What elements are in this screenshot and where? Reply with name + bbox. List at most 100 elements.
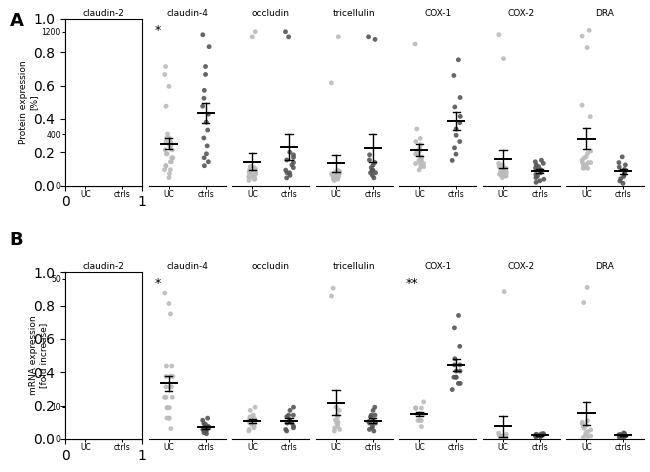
Point	[413, 157, 424, 164]
Point	[245, 170, 255, 178]
Point	[619, 431, 630, 439]
Point	[249, 164, 259, 171]
Point	[116, 179, 127, 187]
Point	[578, 299, 589, 306]
Point	[83, 432, 93, 439]
Point	[495, 169, 506, 177]
Point	[162, 130, 173, 138]
Point	[114, 433, 125, 440]
Point	[617, 433, 627, 441]
Point	[326, 292, 337, 300]
Point	[579, 425, 590, 432]
Point	[249, 171, 259, 179]
Point	[289, 404, 299, 411]
Point	[619, 168, 630, 176]
Point	[365, 169, 376, 177]
Point	[419, 160, 429, 168]
Point	[328, 284, 338, 292]
Point	[581, 421, 592, 429]
Point	[365, 151, 375, 159]
Point	[77, 177, 87, 184]
Point	[413, 411, 424, 418]
Point	[367, 422, 378, 430]
Point	[368, 167, 378, 174]
Point	[578, 162, 589, 170]
Point	[245, 174, 255, 182]
Point	[79, 291, 89, 298]
Point	[78, 410, 88, 417]
Point	[162, 134, 172, 142]
Point	[245, 413, 255, 421]
Point	[497, 433, 508, 441]
Point	[166, 383, 177, 391]
Point	[616, 430, 626, 438]
Point	[77, 169, 88, 177]
Point	[162, 404, 172, 412]
Point	[246, 167, 257, 174]
Point	[162, 414, 172, 422]
Point	[619, 430, 630, 437]
Point	[117, 175, 127, 182]
Point	[244, 169, 254, 177]
Point	[578, 434, 588, 441]
Point	[117, 433, 127, 440]
Point	[202, 425, 213, 432]
Point	[199, 86, 209, 94]
Point	[614, 159, 624, 166]
Point	[538, 430, 549, 438]
Point	[202, 414, 213, 422]
Point	[578, 161, 589, 169]
Point	[582, 433, 593, 440]
Point	[199, 429, 209, 437]
Point	[199, 134, 209, 142]
Point	[204, 43, 214, 51]
Point	[333, 418, 343, 425]
Point	[250, 28, 261, 35]
Point	[451, 151, 462, 158]
Point	[619, 166, 630, 173]
Point	[118, 181, 128, 189]
Point	[326, 79, 337, 87]
Title: claudin-2: claudin-2	[83, 9, 125, 18]
Point	[499, 434, 510, 441]
Point	[77, 419, 87, 427]
Point	[289, 153, 299, 161]
Point	[245, 162, 255, 170]
Point	[198, 102, 208, 110]
Point	[164, 383, 175, 391]
Point	[329, 427, 339, 435]
Point	[198, 31, 208, 39]
Point	[415, 163, 426, 170]
Y-axis label: Protein expression
[%]: Protein expression [%]	[20, 60, 39, 144]
Point	[245, 406, 255, 414]
Point	[75, 143, 86, 151]
Point	[281, 427, 292, 435]
Point	[77, 178, 88, 185]
Point	[536, 166, 546, 174]
Point	[246, 421, 257, 429]
Point	[413, 151, 423, 158]
Point	[536, 168, 547, 175]
Point	[582, 284, 592, 291]
Point	[287, 419, 297, 427]
Point	[332, 171, 343, 179]
Point	[77, 422, 87, 430]
Point	[161, 362, 172, 370]
Point	[585, 113, 595, 120]
Title: occludin: occludin	[252, 262, 290, 271]
Point	[203, 110, 214, 118]
Point	[161, 63, 171, 70]
Point	[118, 176, 128, 184]
Point	[244, 418, 254, 425]
Point	[159, 166, 170, 174]
Point	[416, 157, 426, 164]
Point	[614, 163, 625, 171]
Point	[535, 169, 545, 177]
Title: claudin-4: claudin-4	[166, 262, 208, 271]
Point	[500, 164, 511, 172]
Point	[582, 165, 593, 172]
Point	[370, 35, 380, 43]
Point	[499, 172, 510, 180]
Point	[454, 119, 465, 126]
Point	[77, 429, 88, 436]
